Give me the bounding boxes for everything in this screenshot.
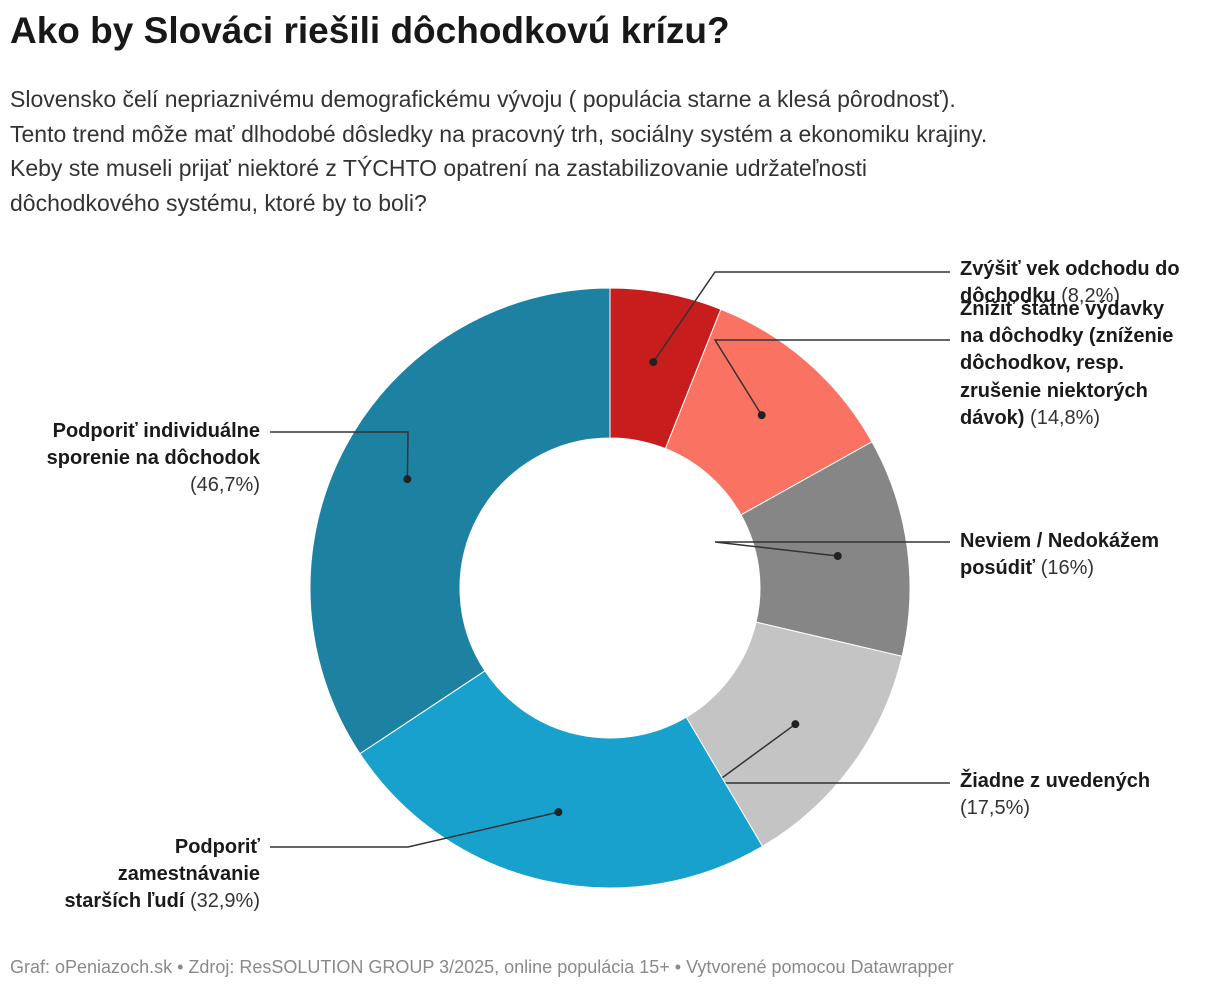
chart-title: Ako by Slováci riešili dôchodkovú krízu? — [10, 10, 730, 51]
donut-chart: Zvýšiť vek odchodu do dôchodku (8,2%) Zníž… — [0, 240, 1220, 940]
slice-label-text: dôchodku — [960, 285, 1056, 308]
leader-dot — [554, 808, 563, 817]
slice-label-text: Podporiť individuálne — [52, 420, 260, 442]
slice-label-text: zamestnávanie — [117, 863, 260, 886]
slice-label-text: Znížiť štátne výdavky — [960, 298, 1165, 320]
slice-label: Podporiť individuálne sporenie na dôchodo… — [47, 418, 260, 500]
slice-label: Neviem / Nedokážem posúdiť (16%) — [960, 528, 1159, 582]
leader-line — [270, 811, 559, 848]
leader-dot — [791, 720, 800, 729]
slice-percent: (46,7%) — [189, 474, 260, 497]
chart-footer: Graf: oPeniazoch.sk • Zdroj: ResSOLUTION… — [10, 957, 954, 977]
slice-label: Zvýšiť vek odchodu do dôchodku (8,2%) — [960, 256, 1180, 310]
slice-label-text: sporenie na dôchodok — [46, 447, 260, 470]
slice-label-text: Neviem / Nedokážem — [960, 530, 1159, 552]
subtitle-line: Tento trend môže mať dlhodobé dôsledky n… — [10, 120, 988, 147]
slice-percent: (32,9%) — [189, 890, 260, 913]
slice-label-text: na dôchodky (zníženie — [960, 325, 1174, 348]
subtitle-line: dôchodkového systému, ktoré by to boli? — [10, 189, 427, 216]
slice-label-text: starších ľudí — [64, 890, 185, 913]
donut-slice — [685, 621, 903, 848]
slice-label: Podporiť zamestnávanie starších ľudí (32,9… — [64, 834, 260, 916]
slice-label: Znížiť štátne výdavky na dôchodky (znížen… — [960, 296, 1173, 432]
slice-label-text: zrušenie niektorých — [960, 379, 1148, 402]
leader-dot — [833, 551, 842, 560]
leader-dot — [403, 475, 412, 484]
slice-percent: (8,2%) — [1061, 285, 1121, 308]
slice-label-text: posúdiť — [960, 557, 1036, 580]
chart-subtitle: Slovensko čelí nepriaznivému demografick… — [10, 82, 1210, 220]
donut-slice — [740, 441, 911, 657]
subtitle-line: Keby ste museli prijať niektoré z TÝCHTO… — [10, 155, 867, 181]
leader-line — [713, 339, 950, 416]
leader-line — [652, 271, 950, 363]
slice-percent: (14,8%) — [1030, 406, 1101, 429]
donut-slice — [359, 670, 764, 889]
leader-line — [270, 431, 409, 480]
donut-slice — [309, 287, 611, 755]
slice-label-text: Podporiť — [174, 836, 260, 858]
slice-percent: (17,5%) — [960, 797, 1031, 820]
slice-label: Žiadne z uvedených (17,5%) — [960, 768, 1150, 822]
slice-label-text: dôchodkov, resp. — [960, 352, 1125, 375]
leader-line — [714, 541, 950, 557]
leader-dot — [649, 358, 658, 367]
leader-dot — [757, 411, 766, 420]
slice-label-text: Žiadne z uvedených — [960, 770, 1151, 792]
slice-percent: (16%) — [1040, 557, 1095, 580]
slice-label-text: dávok) — [960, 406, 1025, 429]
subtitle-line: Slovensko čelí nepriaznivému demografick… — [10, 86, 956, 112]
slice-label-text: Zvýšiť vek odchodu do — [960, 258, 1180, 280]
donut-chart-svg — [270, 271, 950, 889]
